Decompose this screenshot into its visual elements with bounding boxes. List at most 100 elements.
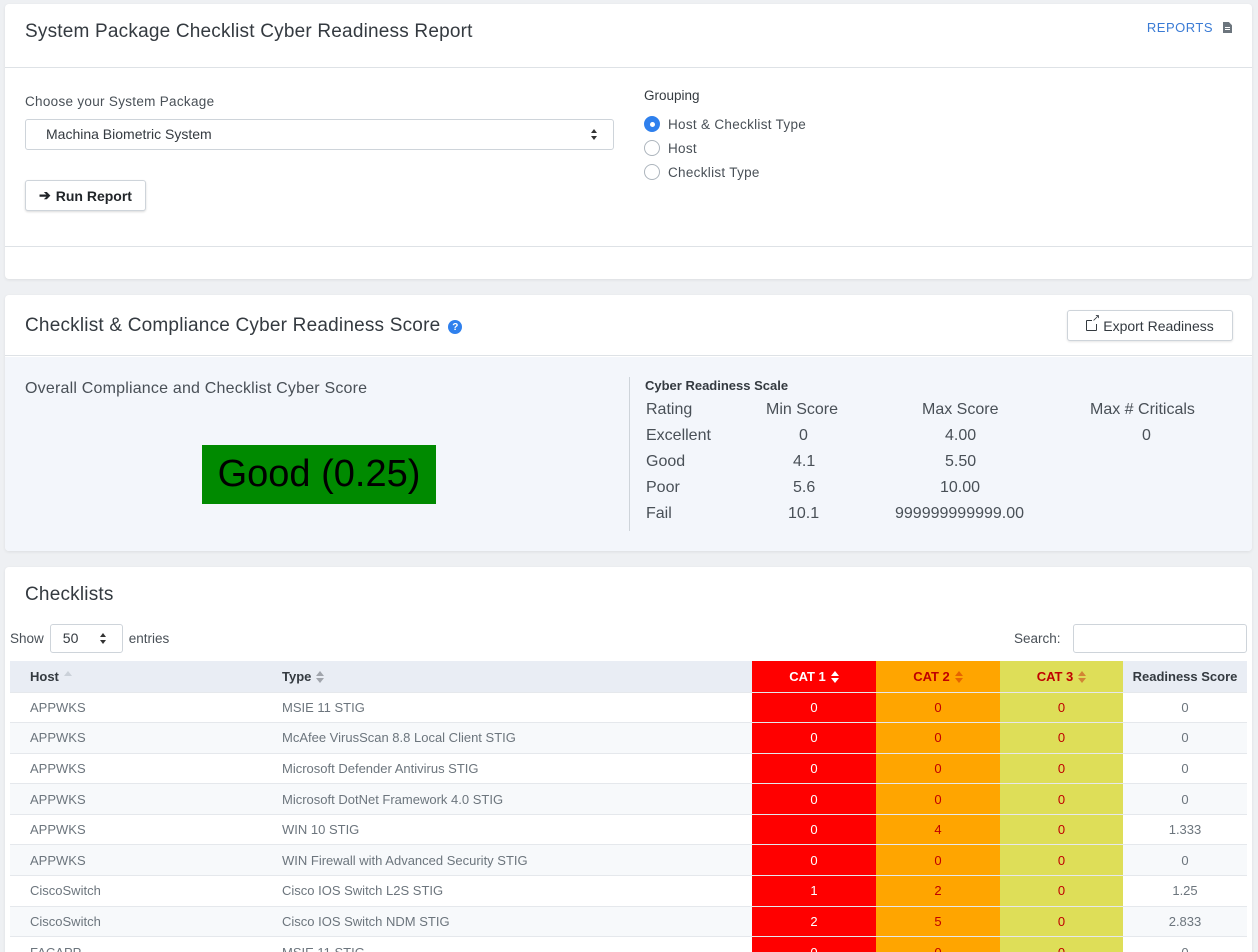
- sort-asc-icon: [63, 670, 72, 683]
- cell-host: CiscoSwitch: [10, 875, 262, 907]
- score-title-text: Checklist & Compliance Cyber Readiness S…: [25, 315, 441, 336]
- cell-cat2: 0: [876, 783, 1000, 815]
- divider: [5, 246, 1252, 247]
- cell-type: WIN Firewall with Advanced Security STIG: [262, 844, 752, 876]
- cell-readiness-score: 0: [1123, 844, 1247, 876]
- radio-icon[interactable]: [644, 164, 660, 180]
- reports-link[interactable]: REPORTS: [1147, 20, 1232, 35]
- grouping-label: Grouping: [644, 88, 700, 103]
- grouping-option-host-checklist[interactable]: Host & Checklist Type: [644, 116, 806, 132]
- cell-cat3: 0: [1000, 875, 1123, 907]
- reports-link-label: REPORTS: [1146, 20, 1213, 35]
- column-header-cat1[interactable]: CAT 1: [752, 661, 876, 692]
- sort-icon: [1078, 670, 1087, 683]
- select-arrows-icon: [99, 633, 106, 645]
- radio-checked-icon[interactable]: [644, 116, 660, 132]
- cell-host: APPWKS: [10, 691, 262, 723]
- cell-type: Cisco IOS Switch NDM STIG: [262, 905, 752, 937]
- scale-rating: Excellent: [646, 427, 711, 444]
- cell-type: MSIE 11 STIG: [262, 691, 752, 723]
- export-readiness-label: Export Readiness: [1103, 317, 1214, 334]
- column-header-type[interactable]: Type: [262, 661, 752, 692]
- entries-label: entries: [128, 631, 170, 646]
- checklists-title: Checklists: [25, 584, 114, 605]
- cell-host: APPWKS: [10, 783, 262, 815]
- search-input[interactable]: [1073, 624, 1247, 653]
- table-row[interactable]: APPWKS WIN 10 STIG 0 4 0 1.333: [10, 813, 1247, 845]
- scale-header: Max Score: [922, 401, 999, 418]
- page-title: System Package Checklist Cyber Readiness…: [25, 21, 473, 42]
- arrow-right-icon: ➔: [39, 187, 51, 203]
- scale-min: 0: [799, 427, 808, 444]
- scale-rating: Fail: [646, 505, 672, 522]
- cell-type: MSIE 11 STIG: [262, 936, 752, 952]
- package-select[interactable]: Machina Biometric System: [25, 119, 614, 150]
- column-header-host[interactable]: Host: [10, 661, 262, 692]
- cell-cat1: 0: [752, 936, 876, 952]
- scale-max: 999999999999.00: [895, 505, 1025, 522]
- table-row[interactable]: APPWKS McAfee VirusScan 8.8 Local Client …: [10, 722, 1247, 754]
- cell-host: CiscoSwitch: [10, 905, 262, 937]
- table-row[interactable]: APPWKS MSIE 11 STIG 0 0 0 0: [10, 691, 1247, 723]
- column-header-readiness-score[interactable]: Readiness Score: [1123, 661, 1247, 692]
- external-link-icon: [1086, 314, 1101, 331]
- cell-cat3: 0: [1000, 722, 1123, 754]
- entries-select[interactable]: 50: [49, 624, 123, 653]
- cell-cat2: 4: [876, 813, 1000, 845]
- table-row[interactable]: APPWKS Microsoft Defender Antivirus STIG 0…: [10, 752, 1247, 784]
- table-row[interactable]: APPWKS Microsoft DotNet Framework 4.0 STI…: [10, 783, 1247, 815]
- column-header-label: Host: [30, 668, 59, 684]
- cell-cat3: 0: [1000, 905, 1123, 937]
- table-row[interactable]: CiscoSwitch Cisco IOS Switch NDM STIG 2 5 0 2…: [10, 905, 1247, 937]
- run-report-label: Run Report: [55, 187, 132, 204]
- table-row[interactable]: CiscoSwitch Cisco IOS Switch L2S STIG 1 2 0 1…: [10, 875, 1247, 907]
- scale-min: 5.6: [793, 479, 816, 496]
- cell-type: Microsoft Defender Antivirus STIG: [262, 752, 752, 784]
- grouping-option-label: Host: [668, 140, 697, 156]
- column-header-label: CAT 3: [1036, 668, 1074, 684]
- package-select-value: Machina Biometric System: [46, 126, 212, 142]
- radio-icon[interactable]: [644, 140, 660, 156]
- cell-cat3: 0: [1000, 752, 1123, 784]
- select-arrows-icon: [591, 129, 597, 141]
- grouping-option-label: Host & Checklist Type: [668, 116, 807, 132]
- export-readiness-button[interactable]: Export Readiness: [1067, 310, 1233, 341]
- score-card-header: Checklist & Compliance Cyber Readiness S…: [5, 295, 1252, 356]
- cell-cat3: 0: [1000, 813, 1123, 845]
- report-card: System Package Checklist Cyber Readiness…: [5, 4, 1252, 279]
- help-icon[interactable]: ?: [448, 320, 463, 334]
- scale-header: Min Score: [766, 401, 839, 418]
- checklists-table: Host Type CAT 1 CAT 2 CAT 3 Readiness Sc…: [10, 661, 1247, 952]
- overall-score-badge: Good (0.25): [202, 445, 436, 504]
- cell-cat2: 2: [876, 875, 1000, 907]
- score-card: Checklist & Compliance Cyber Readiness S…: [5, 295, 1252, 551]
- column-header-label: CAT 2: [913, 668, 950, 684]
- column-header-cat3[interactable]: CAT 3: [1000, 661, 1123, 692]
- cell-host: FACAPP: [10, 936, 262, 952]
- cell-cat1: 1: [752, 875, 876, 907]
- sort-icon: [316, 670, 325, 683]
- cell-cat1: 0: [752, 722, 876, 754]
- score-title: Checklist & Compliance Cyber Readiness S…: [25, 315, 463, 337]
- grouping-option-label: Checklist Type: [668, 164, 760, 180]
- column-header-cat2[interactable]: CAT 2: [876, 661, 1000, 692]
- checklists-card: Checklists Show 50 entries Search: Host …: [5, 567, 1252, 952]
- cell-cat2: 0: [876, 722, 1000, 754]
- scale-criticals: 0: [1142, 427, 1151, 444]
- cell-host: APPWKS: [10, 722, 262, 754]
- cell-cat1: 0: [752, 844, 876, 876]
- cell-cat2: 0: [876, 752, 1000, 784]
- cell-cat3: 0: [1000, 936, 1123, 952]
- grouping-option-checklist-type[interactable]: Checklist Type: [644, 164, 760, 180]
- show-label: Show: [10, 631, 44, 646]
- run-report-button[interactable]: ➔ Run Report: [25, 180, 146, 211]
- cell-readiness-score: 0: [1123, 936, 1247, 952]
- scale-min: 4.1: [793, 453, 816, 470]
- table-row[interactable]: APPWKS WIN Firewall with Advanced Securit…: [10, 844, 1247, 876]
- entries-length-control: Show 50 entries: [10, 624, 169, 653]
- grouping-option-host[interactable]: Host: [644, 140, 697, 156]
- cell-cat1: 0: [752, 752, 876, 784]
- cell-cat2: 0: [876, 691, 1000, 723]
- scale-header: Rating: [646, 401, 693, 418]
